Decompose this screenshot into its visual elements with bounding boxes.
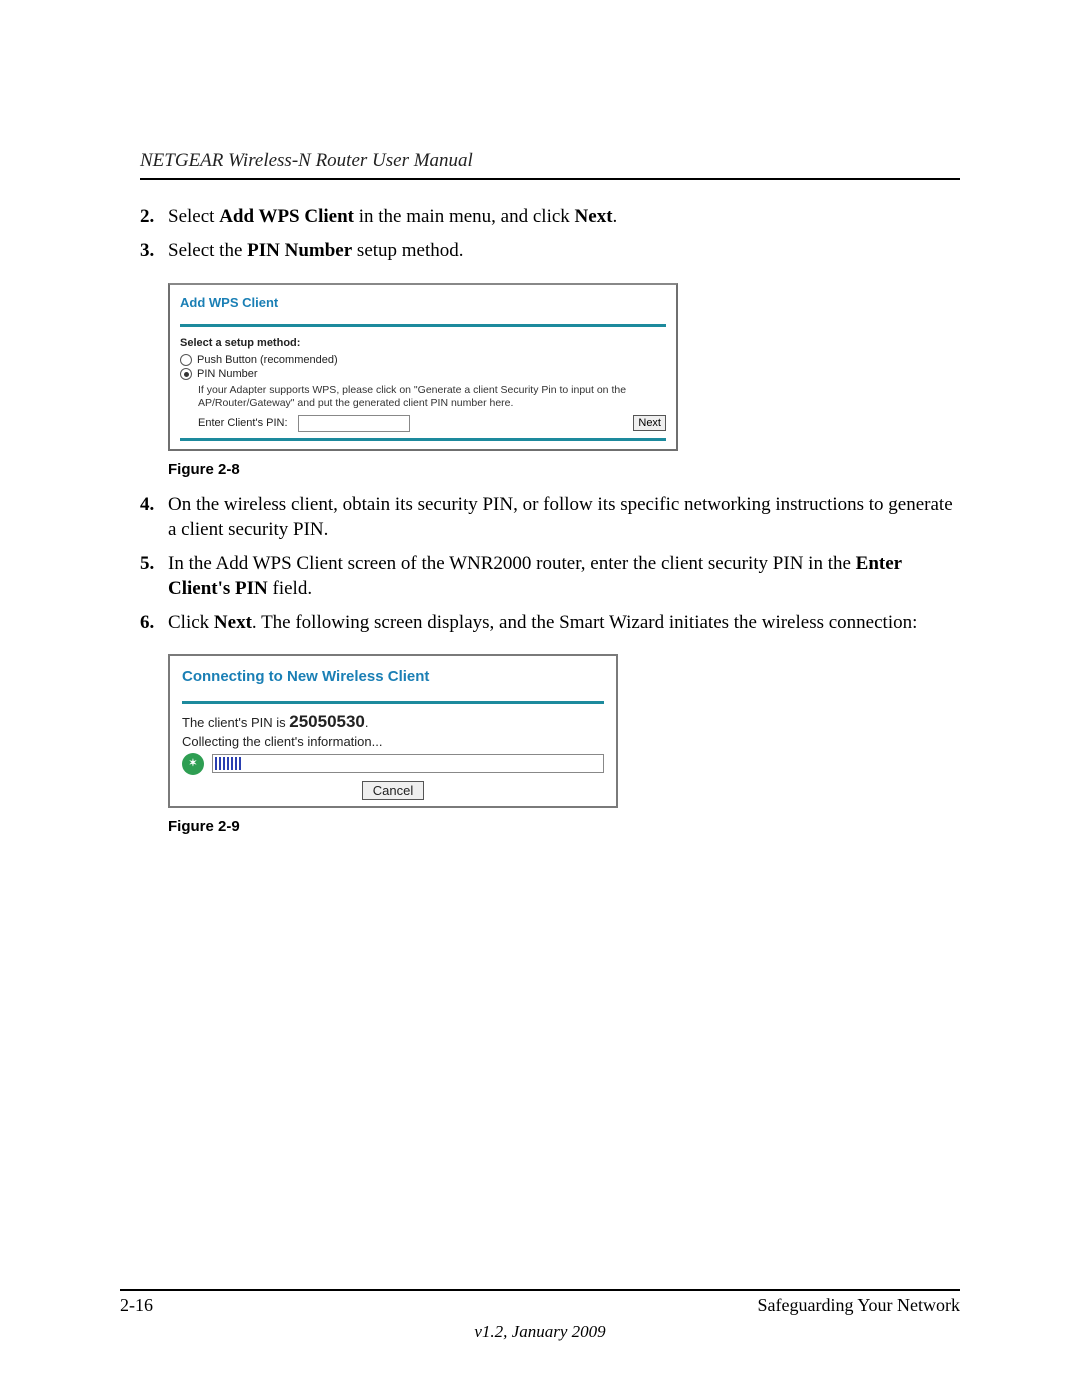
step-body: Click Next. The following screen display… [168, 610, 960, 636]
text: Click [168, 612, 214, 633]
cancel-button[interactable]: Cancel [362, 781, 424, 800]
step-3: 3. Select the PIN Number setup method. [140, 238, 960, 264]
figure-2-9-panel: Connecting to New Wireless Client The cl… [168, 654, 618, 808]
panel-title: Connecting to New Wireless Client [182, 664, 604, 701]
wps-icon: ✶ [182, 753, 204, 775]
step-5: 5. In the Add WPS Client screen of the W… [140, 551, 960, 602]
text: . The following screen displays, and the… [252, 612, 917, 633]
step-body: Select Add WPS Client in the main menu, … [168, 204, 960, 230]
bold-text: Next [575, 206, 613, 227]
footer-rule [120, 1289, 960, 1291]
option-label: Push Button (recommended) [197, 354, 338, 366]
step-number: 6. [140, 610, 168, 636]
text: The client's PIN is [182, 715, 289, 730]
divider [180, 438, 666, 441]
progress-bar [212, 754, 604, 773]
step-number: 3. [140, 238, 168, 264]
figure-2-9-caption: Figure 2-9 [168, 818, 960, 835]
bold-text: Add WPS Client [219, 206, 354, 227]
radio-unselected-icon [180, 354, 192, 366]
step-4: 4. On the wireless client, obtain its se… [140, 492, 960, 543]
text: in the main menu, and click [354, 206, 575, 227]
bold-text: Next [214, 612, 252, 633]
page-number: 2-16 [120, 1295, 153, 1316]
radio-selected-icon [180, 368, 192, 380]
pin-value: 25050530 [289, 712, 365, 731]
step-number: 4. [140, 492, 168, 543]
option-push-button[interactable]: Push Button (recommended) [180, 353, 666, 367]
section-title: Safeguarding Your Network [758, 1295, 960, 1316]
progress-row: ✶ [182, 753, 604, 775]
step-number: 5. [140, 551, 168, 602]
panel-title: Add WPS Client [180, 291, 666, 324]
enter-pin-label: Enter Client's PIN: [198, 417, 288, 429]
divider [182, 701, 604, 704]
manual-page: NETGEAR Wireless-N Router User Manual 2.… [0, 0, 1080, 1397]
client-pin-input[interactable] [298, 415, 410, 432]
pin-help-text: If your Adapter supports WPS, please cli… [198, 384, 666, 410]
text: Select the [168, 240, 247, 261]
running-head: NETGEAR Wireless-N Router User Manual [140, 150, 960, 172]
option-label: PIN Number [197, 368, 258, 380]
next-button[interactable]: Next [633, 415, 666, 431]
text: Select [168, 206, 219, 227]
option-pin-number[interactable]: PIN Number [180, 367, 666, 381]
pin-entry-row: Enter Client's PIN: Next [198, 415, 666, 432]
divider [180, 324, 666, 327]
doc-version: v1.2, January 2009 [120, 1322, 960, 1342]
step-body: Select the PIN Number setup method. [168, 238, 960, 264]
text: . [365, 715, 369, 730]
bold-text: PIN Number [247, 240, 352, 261]
step-number: 2. [140, 204, 168, 230]
client-pin-line: The client's PIN is 25050530. [182, 712, 604, 732]
text: . [613, 206, 618, 227]
step-6: 6. Click Next. The following screen disp… [140, 610, 960, 636]
status-text: Collecting the client's information... [182, 734, 604, 749]
text: setup method. [352, 240, 463, 261]
figure-2-8-caption: Figure 2-8 [168, 461, 960, 478]
text: field. [268, 578, 312, 599]
setup-method-label: Select a setup method: [180, 337, 666, 349]
step-2: 2. Select Add WPS Client in the main men… [140, 204, 960, 230]
step-body: On the wireless client, obtain its secur… [168, 492, 960, 543]
step-body: In the Add WPS Client screen of the WNR2… [168, 551, 960, 602]
page-footer: 2-16 Safeguarding Your Network v1.2, Jan… [120, 1289, 960, 1342]
text: In the Add WPS Client screen of the WNR2… [168, 553, 856, 574]
progress-fill [215, 757, 241, 770]
figure-2-8-panel: Add WPS Client Select a setup method: Pu… [168, 283, 678, 450]
header-rule [140, 178, 960, 180]
